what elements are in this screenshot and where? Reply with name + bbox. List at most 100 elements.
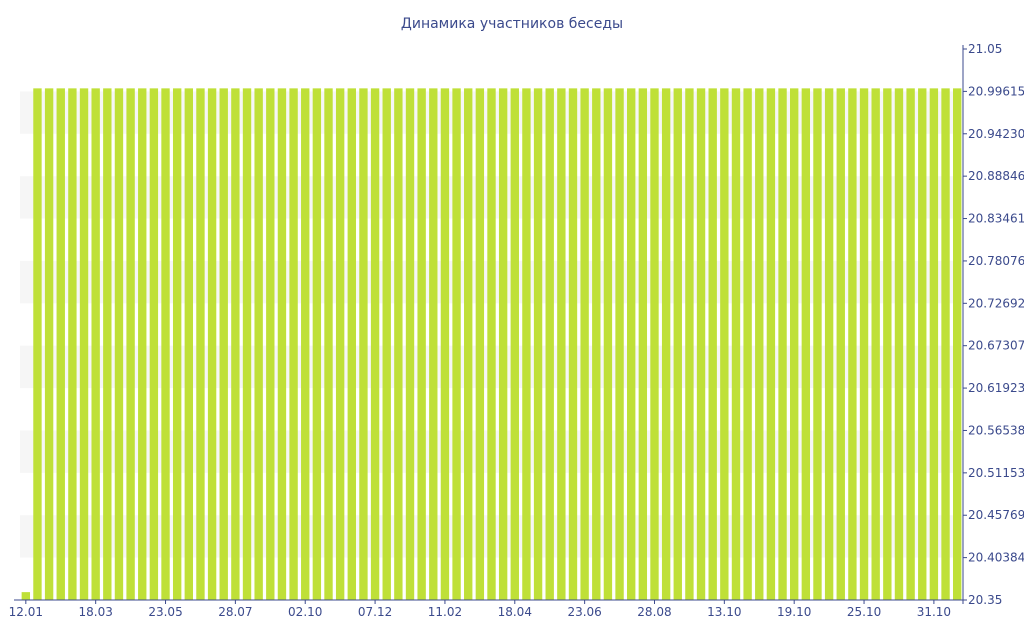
bar — [103, 88, 112, 601]
y-tick-label: 20.61923 — [968, 381, 1024, 395]
x-tick-label: 11.02 — [428, 605, 462, 619]
bar — [68, 88, 77, 601]
bar — [592, 88, 601, 601]
bar — [696, 88, 706, 601]
bar — [184, 88, 193, 601]
bar — [918, 88, 927, 601]
bar — [464, 88, 473, 601]
bar — [638, 88, 648, 601]
bar — [91, 88, 100, 601]
bar — [603, 88, 613, 601]
bar — [731, 88, 741, 601]
bar — [522, 88, 531, 601]
y-tick-label: 20.94230 — [968, 127, 1024, 141]
x-axis: 12.01 18.03 23.05 28.07 02.10 07.12 11.02 18.04… — [9, 599, 963, 619]
bar — [126, 88, 135, 601]
bar — [685, 88, 694, 601]
bar — [324, 88, 333, 601]
bar — [429, 88, 438, 601]
bar — [394, 88, 403, 601]
y-tick-label: 20.35 — [968, 593, 1002, 607]
bar — [21, 592, 31, 600]
bar — [824, 88, 834, 601]
bar — [906, 88, 915, 601]
y-tick-label: 20.51153 — [968, 466, 1024, 480]
y-tick-label: 20.56538 — [968, 423, 1024, 437]
bar — [242, 88, 252, 601]
bar — [871, 88, 880, 601]
bar — [708, 88, 717, 601]
y-tick-label: 20.78076 — [968, 254, 1024, 268]
bar — [510, 88, 519, 601]
x-tick-label: 28.07 — [218, 605, 252, 619]
bar — [790, 88, 799, 601]
bar — [743, 88, 752, 601]
bar — [370, 88, 380, 601]
bar — [417, 88, 426, 601]
bar — [254, 88, 263, 601]
bar — [382, 88, 391, 601]
x-tick-label: 23.05 — [148, 605, 182, 619]
bar — [673, 88, 682, 601]
x-tick-label: 12.01 — [9, 605, 43, 619]
bar — [498, 88, 508, 601]
y-tick-label: 20.67307 — [968, 339, 1024, 353]
bar — [335, 88, 345, 601]
bar — [859, 88, 869, 601]
bar — [894, 88, 904, 601]
bar — [347, 88, 356, 601]
y-tick-label: 20.83461 — [968, 212, 1024, 226]
bar — [114, 88, 124, 601]
bar — [580, 88, 589, 601]
bar — [545, 88, 554, 601]
bar — [289, 88, 298, 601]
x-tick-label: 07.12 — [358, 605, 392, 619]
bar — [487, 88, 496, 601]
bar — [778, 88, 787, 601]
bar — [848, 88, 857, 601]
x-tick-label: 25.10 — [847, 605, 881, 619]
bar — [405, 88, 415, 601]
y-tick-label: 20.72692 — [968, 296, 1024, 310]
bar — [755, 88, 764, 601]
bar — [929, 88, 939, 601]
x-tick-label: 19.10 — [777, 605, 811, 619]
bar — [557, 88, 566, 601]
bar — [301, 88, 310, 601]
y-tick-label: 21.05 — [968, 42, 1002, 56]
y-axis: 21.05 20.99615 20.94230 20.88846 20.83461 20.… — [962, 42, 1024, 607]
x-tick-label: 02.10 — [288, 605, 322, 619]
bar — [720, 88, 729, 601]
bar — [941, 88, 950, 601]
y-tick-label: 20.40384 — [968, 551, 1024, 565]
bar — [650, 88, 659, 601]
bar — [952, 88, 962, 601]
y-tick-label: 20.99615 — [968, 84, 1024, 98]
bar — [661, 88, 671, 601]
bar — [33, 88, 42, 601]
bar — [231, 88, 240, 601]
x-tick-label: 23.06 — [567, 605, 601, 619]
x-tick-label: 18.04 — [498, 605, 532, 619]
bar — [161, 88, 170, 601]
bar — [766, 88, 776, 601]
bar — [149, 88, 159, 601]
bar — [836, 88, 845, 601]
bar — [568, 88, 578, 601]
bar — [56, 88, 65, 601]
bar — [266, 88, 275, 601]
bar — [533, 88, 543, 601]
x-tick-label: 31.10 — [917, 605, 951, 619]
bar — [312, 88, 322, 601]
bar — [196, 88, 205, 601]
bar — [813, 88, 822, 601]
bar — [44, 88, 54, 601]
x-tick-label: 28.08 — [637, 605, 671, 619]
x-tick-label: 18.03 — [78, 605, 112, 619]
y-tick-label: 20.45769 — [968, 508, 1024, 522]
bars-group — [21, 88, 962, 601]
bar — [79, 88, 89, 601]
bar — [801, 88, 811, 601]
